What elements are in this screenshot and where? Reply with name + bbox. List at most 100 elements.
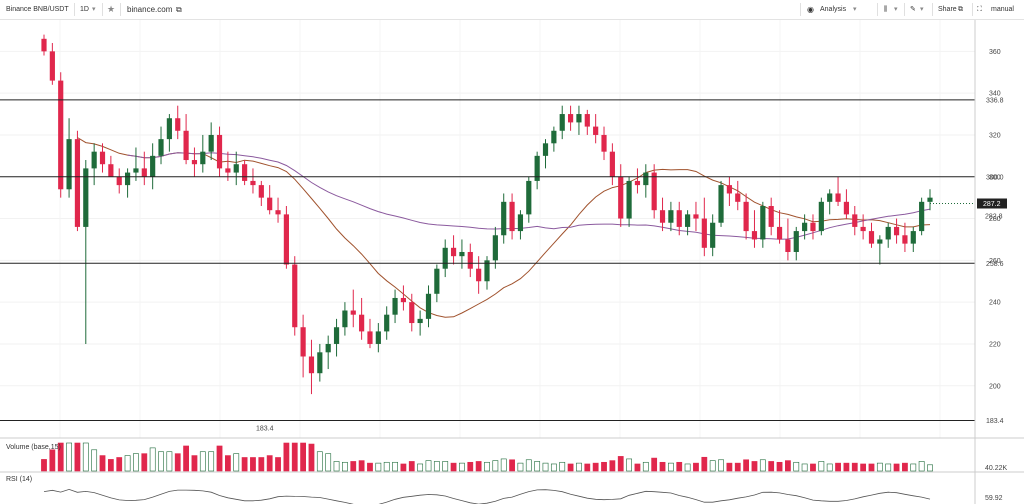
candle-body <box>718 185 724 223</box>
chevron-down-icon[interactable]: ▾ <box>92 6 96 13</box>
candle-body <box>768 206 774 227</box>
mode-label[interactable]: manual <box>991 6 1014 13</box>
candle-body <box>693 214 699 219</box>
volume-bar <box>141 453 148 472</box>
volume-pane-label: Volume (base,15) <box>6 444 61 451</box>
external-link-icon[interactable]: ⧉ <box>958 6 963 13</box>
volume-bar <box>726 462 733 472</box>
horizontal-levels: 183.4 <box>0 99 975 432</box>
candle-body <box>242 164 248 181</box>
candle-body <box>442 247 448 269</box>
candle-body <box>367 331 373 344</box>
volume-bar <box>893 463 900 472</box>
y-tick-label: 300 <box>989 174 1001 181</box>
volume-bar <box>484 461 490 472</box>
candle-body <box>350 310 356 315</box>
volume-bar <box>459 462 465 472</box>
candle-body <box>902 235 908 244</box>
candle-body <box>517 214 524 232</box>
volume-bar <box>810 463 816 472</box>
rsi-axis-label: 59.92 <box>985 495 1003 502</box>
candle-body <box>802 222 808 232</box>
chevron-down-icon[interactable]: ▾ <box>853 6 857 13</box>
candle-body <box>893 226 900 236</box>
volume-bar <box>509 459 515 472</box>
volume-bar <box>776 461 783 472</box>
indicators-icon[interactable]: ⫼ <box>884 6 888 13</box>
candle-body <box>609 151 615 177</box>
y-tick-label: 340 <box>989 91 1001 98</box>
candle-body <box>735 193 741 202</box>
volume-bar <box>241 457 248 472</box>
pencil-icon[interactable]: ✎ <box>910 6 916 13</box>
low-annotation: 183.4 <box>256 425 274 432</box>
volume-bar <box>149 447 156 472</box>
site-link[interactable]: binance.com <box>127 5 173 14</box>
volume-bar <box>801 463 808 472</box>
candle-body <box>726 185 732 194</box>
volume-bar <box>768 461 775 472</box>
volume-bar <box>392 461 398 472</box>
candle-body <box>74 139 81 227</box>
volume-bar <box>927 464 933 472</box>
volume-bar <box>233 453 240 472</box>
volume-bar <box>835 462 841 472</box>
candle-body <box>275 210 281 215</box>
volume-bar <box>216 445 223 472</box>
volume-bar <box>609 460 616 472</box>
share-button[interactable]: Share <box>938 6 957 13</box>
volume-bar <box>133 453 139 472</box>
candle-body <box>593 126 599 135</box>
volume-bar <box>57 442 64 472</box>
candle-body <box>133 168 139 173</box>
candle-body <box>233 164 239 173</box>
candle-body <box>225 168 231 173</box>
candle-body <box>835 193 841 202</box>
volume-bar <box>333 461 340 472</box>
y-tick-label: 220 <box>989 341 1001 348</box>
interval-selector[interactable]: 1D <box>80 6 89 13</box>
candle-body <box>308 356 315 374</box>
external-link-icon[interactable]: ⧉ <box>176 5 182 14</box>
level-label: 258.6 <box>986 261 1004 268</box>
volume-bar <box>400 463 407 472</box>
current-price-label: 287.2 <box>983 201 1001 208</box>
candle-body <box>751 231 758 240</box>
candle-body <box>342 310 348 328</box>
chevron-down-icon[interactable]: ▾ <box>920 6 924 13</box>
symbol-selector[interactable]: Binance BNB/USDT <box>6 6 69 13</box>
volume-bar <box>584 463 591 472</box>
volume-bar <box>718 459 724 472</box>
price-chart[interactable]: 183.4 200 220 240 260 280 300 320 340 360 336.8 30… <box>0 20 1024 504</box>
volume-bar <box>492 460 499 472</box>
volume-bar <box>500 458 507 472</box>
volume-bar <box>74 442 81 472</box>
volume-bar <box>308 443 315 472</box>
volume-bar <box>592 462 599 472</box>
volume-bar <box>99 455 106 472</box>
price-axis: 200 220 240 260 280 300 320 340 360 336.8 300.0 258… <box>0 20 1024 504</box>
fullscreen-icon[interactable]: ⛶ <box>977 6 982 13</box>
candle-body <box>776 226 783 240</box>
volume-bar <box>818 461 825 472</box>
volume-bar <box>208 451 215 472</box>
candle-body <box>124 172 131 186</box>
candle-body <box>567 114 574 123</box>
analysis-button[interactable]: Analysis <box>820 6 847 13</box>
rsi-pane: 59.9230.00 <box>43 488 1003 504</box>
y-tick-label: 200 <box>989 383 1001 390</box>
candle-body <box>484 260 490 282</box>
chevron-down-icon[interactable]: ▾ <box>894 6 898 13</box>
candle-body <box>843 201 850 215</box>
candle-body <box>852 214 858 227</box>
candle-body <box>409 302 415 324</box>
volume-bar <box>266 455 273 472</box>
candle-body <box>108 164 114 177</box>
candle-body <box>208 134 214 152</box>
candle-body <box>501 201 507 236</box>
toolbar-divider <box>74 3 75 16</box>
candle-body <box>476 268 482 282</box>
volume-bar <box>325 453 332 472</box>
star-icon[interactable]: ★ <box>107 4 116 14</box>
volume-bar <box>634 463 641 472</box>
